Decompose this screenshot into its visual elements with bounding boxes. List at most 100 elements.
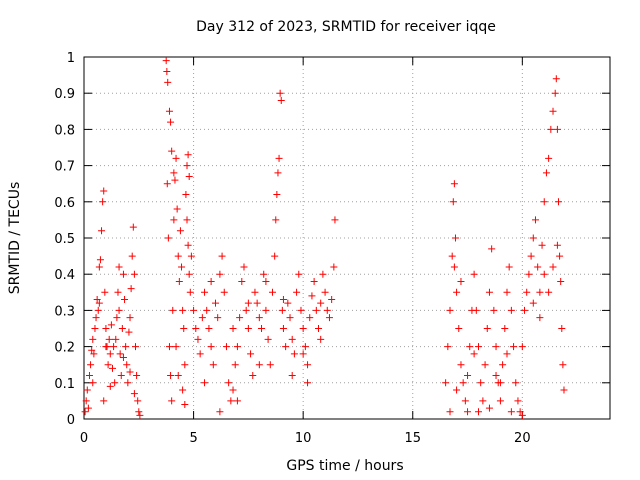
data-point: [172, 154, 180, 162]
data-point: [130, 390, 138, 398]
data-point: [496, 379, 504, 387]
data-point: [518, 343, 526, 351]
chart-title: Day 312 of 2023, SRMTID for receiver iqq…: [196, 19, 496, 35]
data-point: [507, 408, 515, 416]
data-point: [126, 368, 134, 376]
data-point: [521, 306, 529, 314]
data-point: [115, 263, 123, 271]
data-point: [315, 325, 323, 332]
data-point: [510, 343, 518, 351]
y-tick-label: 0.6: [54, 196, 75, 211]
data-point: [119, 353, 127, 361]
data-point: [273, 191, 281, 199]
data-point: [286, 314, 294, 322]
data-point: [464, 408, 472, 416]
data-point: [89, 335, 97, 343]
data-point: [87, 361, 95, 369]
y-tick-label: 0.3: [54, 304, 75, 319]
data-point: [549, 263, 557, 271]
data-point: [102, 325, 110, 332]
data-point: [470, 350, 478, 358]
data-point: [277, 96, 285, 104]
data-point: [538, 241, 546, 249]
data-point: [198, 314, 206, 322]
data-point: [168, 397, 176, 405]
data-point: [453, 386, 461, 394]
data-point: [185, 270, 193, 278]
data-point: [163, 67, 171, 75]
data-point: [536, 288, 544, 296]
data-point: [477, 379, 485, 387]
data-point: [107, 321, 115, 329]
data-point: [288, 372, 296, 380]
data-point: [168, 147, 176, 155]
data-point: [229, 325, 237, 332]
data-point: [457, 277, 465, 285]
data-point: [490, 306, 498, 314]
data-point: [459, 379, 467, 387]
data-point: [81, 408, 89, 416]
data-point: [505, 263, 513, 271]
data-point: [260, 270, 268, 278]
data-point: [90, 350, 98, 358]
data-point: [549, 107, 557, 115]
data-point: [279, 296, 287, 304]
data-point: [244, 299, 252, 307]
data-point: [174, 252, 182, 260]
data-point: [255, 361, 263, 369]
data-point: [123, 361, 131, 369]
y-tick-label: 0.7: [54, 160, 75, 175]
data-point: [95, 299, 103, 307]
data-point: [167, 118, 175, 126]
data-point: [483, 325, 491, 332]
data-point: [321, 288, 329, 296]
data-point: [271, 252, 279, 260]
data-point: [170, 169, 178, 177]
data-point: [279, 325, 287, 332]
data-point: [205, 325, 213, 332]
data-point: [328, 296, 336, 304]
data-point: [312, 306, 320, 314]
data-point: [545, 288, 553, 296]
data-point: [194, 335, 202, 343]
data-point: [499, 361, 507, 369]
data-point: [290, 350, 298, 358]
data-point: [93, 296, 101, 304]
data-point: [554, 198, 562, 206]
data-point: [187, 252, 195, 260]
data-point: [119, 270, 127, 278]
data-point: [455, 325, 463, 332]
data-point: [227, 397, 235, 405]
data-point: [95, 263, 103, 271]
data-point: [212, 299, 219, 307]
data-point: [96, 256, 104, 264]
data-point: [233, 397, 241, 405]
data-point: [116, 350, 124, 358]
data-point: [172, 343, 180, 351]
y-tick-label: 0.1: [54, 377, 75, 392]
data-point: [275, 154, 283, 162]
data-point: [304, 361, 312, 369]
data-point: [229, 386, 237, 394]
data-point: [99, 198, 107, 206]
y-tick-label: 0.5: [54, 232, 75, 247]
data-point: [94, 306, 102, 314]
data-point: [209, 361, 217, 369]
data-point: [264, 335, 272, 343]
data-point: [201, 288, 209, 296]
data-point: [113, 314, 121, 322]
data-point: [132, 343, 140, 351]
data-point: [83, 386, 91, 394]
data-point: [464, 372, 472, 380]
data-point: [169, 306, 177, 314]
data-point: [272, 216, 280, 224]
data-point: [122, 343, 130, 351]
data-point: [126, 314, 134, 322]
data-point: [278, 306, 286, 314]
data-point: [105, 335, 113, 343]
data-point: [274, 169, 282, 177]
data-point: [128, 252, 136, 260]
data-point: [559, 361, 567, 369]
data-point: [470, 270, 478, 278]
